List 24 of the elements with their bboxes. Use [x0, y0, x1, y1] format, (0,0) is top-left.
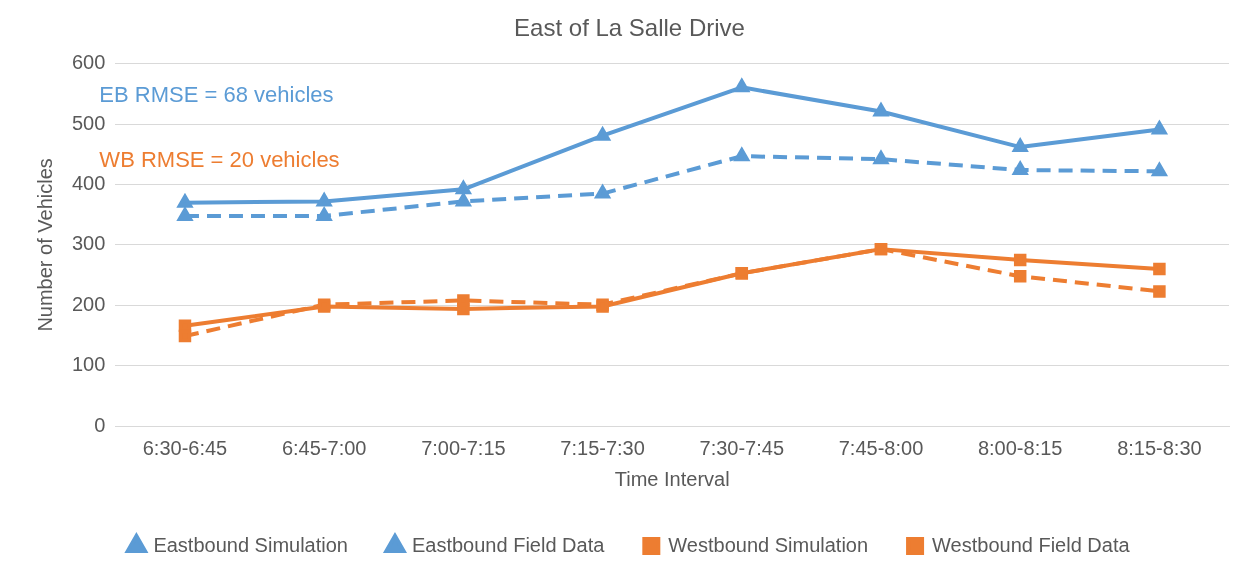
legend-label: Eastbound Simulation — [153, 533, 348, 556]
x-tick-label: 7:15-7:30 — [560, 436, 645, 459]
y-tick-label: 200 — [71, 292, 106, 315]
annotation: WB RMSE = 20 vehicles — [99, 147, 340, 173]
y-tick-label: 100 — [71, 353, 106, 376]
x-tick-label: 7:30-7:45 — [699, 436, 785, 459]
x-tick-label: 7:45-8:00 — [838, 436, 924, 459]
legend-label: Westbound Simulation — [668, 533, 869, 556]
x-tick-label: 7:00-7:15 — [421, 436, 506, 459]
y-tick-label: 0 — [94, 413, 106, 436]
y-tick-label: 300 — [71, 232, 106, 255]
x-tick-label: 6:30-6:45 — [142, 436, 228, 459]
annotation: EB RMSE = 68 vehicles — [99, 82, 334, 108]
y-tick-label: 500 — [71, 111, 106, 134]
legend-label: Eastbound Field Data — [411, 533, 606, 556]
x-tick-label: 8:00-8:15 — [977, 436, 1063, 459]
x-axis-title: Time Interval — [614, 467, 730, 490]
x-tick-label: 6:45-7:00 — [281, 436, 367, 459]
legend-label: Westbound Field Data — [932, 533, 1131, 556]
y-tick-label: 400 — [71, 172, 106, 195]
x-tick-label: 8:15-8:30 — [1117, 436, 1202, 459]
chart-title: East of La Salle Drive — [514, 14, 745, 42]
y-tick-label: 600 — [71, 51, 106, 74]
y-axis-title: Number of Vehicles — [33, 158, 56, 332]
